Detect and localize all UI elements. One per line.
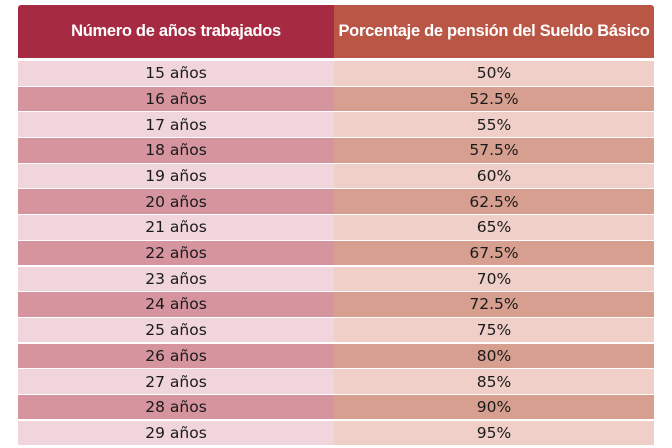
table-row: 19 años 60% bbox=[18, 163, 654, 189]
table-header: Número de años trabajados Porcentaje de … bbox=[18, 5, 654, 58]
cell-years: 26 años bbox=[18, 343, 334, 369]
cell-percentage: 85% bbox=[334, 369, 654, 394]
cell-percentage: 62.5% bbox=[334, 189, 654, 214]
table-row: 20 años 62.5% bbox=[18, 189, 654, 214]
pension-table: Número de años trabajados Porcentaje de … bbox=[18, 5, 654, 446]
cell-years: 28 años bbox=[18, 394, 334, 420]
cell-years: 21 años bbox=[18, 215, 334, 240]
cell-percentage: 60% bbox=[334, 163, 654, 189]
cell-percentage: 80% bbox=[334, 343, 654, 369]
table-row: 15 años 50% bbox=[18, 61, 654, 86]
table-row: 16 años 52.5% bbox=[18, 86, 654, 112]
table-row: 25 años 75% bbox=[18, 317, 654, 343]
cell-percentage: 75% bbox=[334, 317, 654, 343]
cell-years: 15 años bbox=[18, 61, 334, 86]
cell-years: 16 años bbox=[18, 86, 334, 112]
cell-percentage: 70% bbox=[334, 266, 654, 291]
cell-years: 25 años bbox=[18, 317, 334, 343]
table-row: 17 años 55% bbox=[18, 112, 654, 137]
table-row: 28 años 90% bbox=[18, 394, 654, 420]
cell-percentage: 55% bbox=[334, 112, 654, 137]
cell-percentage: 95% bbox=[334, 420, 654, 446]
cell-years: 24 años bbox=[18, 292, 334, 317]
cell-percentage: 52.5% bbox=[334, 86, 654, 112]
cell-years: 20 años bbox=[18, 189, 334, 214]
table-row: 18 años 57.5% bbox=[18, 138, 654, 163]
cell-percentage: 65% bbox=[334, 215, 654, 240]
header-percentage: Porcentaje de pensión del Sueldo Básico bbox=[334, 5, 654, 58]
table-body: 15 años 50% 16 años 52.5% 17 años 55% 18 años 5… bbox=[18, 61, 654, 446]
cell-years: 19 años bbox=[18, 163, 334, 189]
table-row: 26 años 80% bbox=[18, 343, 654, 369]
table-row: 23 años 70% bbox=[18, 266, 654, 291]
cell-years: 23 años bbox=[18, 266, 334, 291]
cell-years: 17 años bbox=[18, 112, 334, 137]
cell-percentage: 67.5% bbox=[334, 240, 654, 266]
cell-percentage: 90% bbox=[334, 394, 654, 420]
table-row: 21 años 65% bbox=[18, 215, 654, 240]
table-row: 22 años 67.5% bbox=[18, 240, 654, 266]
cell-years: 27 años bbox=[18, 369, 334, 394]
table-row: 27 años 85% bbox=[18, 369, 654, 394]
table-row: 24 años 72.5% bbox=[18, 292, 654, 317]
cell-years: 22 años bbox=[18, 240, 334, 266]
header-years: Número de años trabajados bbox=[18, 5, 334, 58]
cell-years: 29 años bbox=[18, 420, 334, 446]
cell-years: 18 años bbox=[18, 138, 334, 163]
table-row: 29 años 95% bbox=[18, 420, 654, 446]
cell-percentage: 57.5% bbox=[334, 138, 654, 163]
cell-percentage: 50% bbox=[334, 61, 654, 86]
cell-percentage: 72.5% bbox=[334, 292, 654, 317]
